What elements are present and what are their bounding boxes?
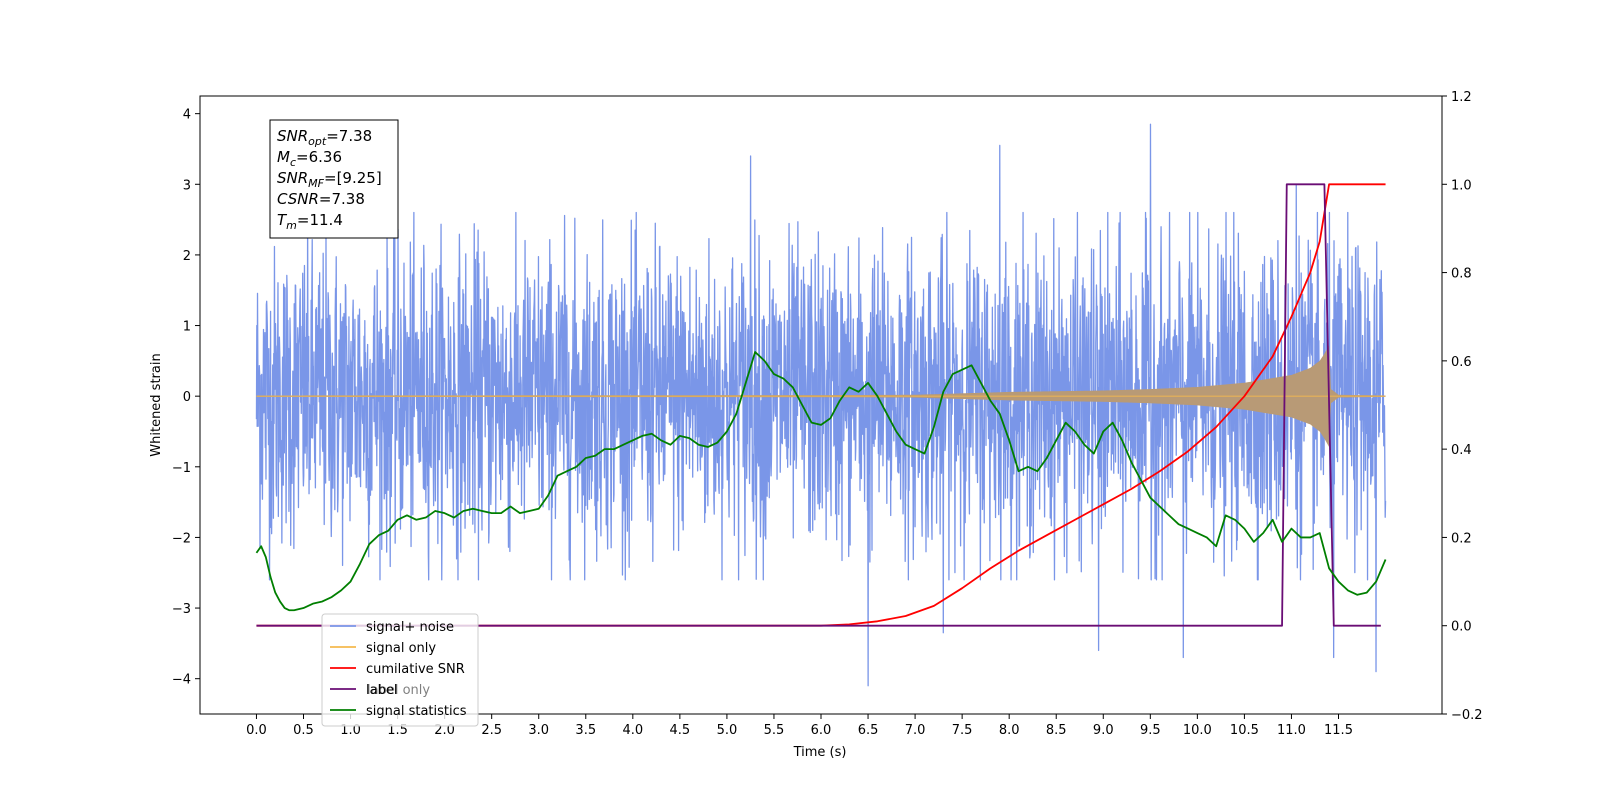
info-line: Mc=6.36 xyxy=(277,148,342,169)
y-left-tick-label: 4 xyxy=(183,108,191,123)
x-tick-label: 4.0 xyxy=(622,723,643,738)
legend-entry-label: label xyxy=(366,683,397,698)
info-line-subscript: MF xyxy=(308,177,324,190)
y-axis-left: −4 −3 −2 −1 0 1 2 3 4 xyxy=(172,108,200,688)
x-tick-label: 2.5 xyxy=(481,723,502,738)
info-line-subscript: c xyxy=(290,156,296,169)
label-line xyxy=(256,183,1381,627)
info-line-symbol: M xyxy=(277,148,290,166)
signal-plus-noise-line xyxy=(255,123,1387,687)
legend-hidden-entry-text: label only xyxy=(367,683,430,698)
y-left-tick-label: −1 xyxy=(172,461,191,476)
x-tick-label: 3.0 xyxy=(528,723,549,738)
x-tick-label: 8.5 xyxy=(1046,723,1067,738)
legend: label only signal+ noise signal only cumila… xyxy=(321,613,479,727)
x-tick-label: 0.0 xyxy=(246,723,267,738)
plot-area xyxy=(255,123,1387,687)
y-axis-label-left: Whitened strain xyxy=(149,353,164,456)
x-tick-label: 9.5 xyxy=(1140,723,1161,738)
x-tick-label: 4.5 xyxy=(670,723,691,738)
signal-only-series xyxy=(256,345,1386,448)
info-line: CSNR=7.38 xyxy=(277,190,365,208)
cumulative-snr-line xyxy=(256,183,1386,627)
y-left-tick-label: 3 xyxy=(183,178,191,193)
x-tick-label: 10.5 xyxy=(1230,723,1259,738)
info-line-value: =11.4 xyxy=(297,211,343,229)
y-left-tick-label: −3 xyxy=(172,602,191,617)
x-tick-label: 11.0 xyxy=(1277,723,1306,738)
legend-entry-label: signal statistics xyxy=(366,704,467,719)
y-right-tick-label: 0.6 xyxy=(1451,355,1472,370)
y-left-tick-label: 1 xyxy=(183,320,191,335)
y-left-tick-label: 2 xyxy=(183,249,191,264)
x-tick-label: 5.5 xyxy=(764,723,785,738)
x-tick-label: 7.0 xyxy=(905,723,926,738)
x-tick-label: 10.0 xyxy=(1183,723,1212,738)
x-tick-label: 5.0 xyxy=(717,723,738,738)
info-line-value: =[9.25] xyxy=(324,169,382,187)
legend-entry-label: cumilative SNR xyxy=(366,662,465,677)
x-tick-label: 1.0 xyxy=(340,723,361,738)
x-tick-label: 8.0 xyxy=(999,723,1020,738)
x-tick-label: 0.5 xyxy=(293,723,314,738)
info-line-value: =7.38 xyxy=(319,190,365,208)
x-tick-label: 6.5 xyxy=(858,723,879,738)
x-tick-label: 9.0 xyxy=(1093,723,1114,738)
x-tick-label: 6.0 xyxy=(811,723,832,738)
info-line: Tm=11.4 xyxy=(277,211,343,232)
line-series xyxy=(255,183,1387,627)
y-right-tick-label: −0.2 xyxy=(1451,708,1483,723)
y-right-tick-label: 0.0 xyxy=(1451,620,1472,635)
signal-plus-noise-series xyxy=(255,123,1387,687)
y-right-tick-label: 0.8 xyxy=(1451,267,1472,282)
info-line-subscript: m xyxy=(286,219,297,232)
x-tick-label: 7.5 xyxy=(952,723,973,738)
x-tick-label: 2.0 xyxy=(434,723,455,738)
info-line-symbol: CSNR xyxy=(277,190,319,208)
info-box-frame xyxy=(269,119,399,239)
info-line-symbol: SNR xyxy=(277,127,308,145)
y-left-tick-label: −2 xyxy=(172,531,191,546)
y-left-tick-label: 0 xyxy=(183,390,191,405)
legend-entry-label: signal only xyxy=(366,641,436,656)
legend-entry-label: signal+ noise xyxy=(366,620,454,635)
y-axis-right: −0.2 0.0 0.2 0.4 0.6 0.8 1.0 1.2 xyxy=(1442,90,1483,723)
x-tick-label: 3.5 xyxy=(575,723,596,738)
info-line-value: =7.38 xyxy=(326,127,372,145)
y-right-tick-label: 1.2 xyxy=(1451,90,1472,105)
x-tick-label: 11.5 xyxy=(1324,723,1353,738)
info-line-symbol: T xyxy=(277,211,288,229)
y-right-tick-label: 0.2 xyxy=(1451,531,1472,546)
signal-statistics-line xyxy=(255,351,1387,612)
info-line-symbol: SNR xyxy=(277,169,308,187)
x-tick-label: 1.5 xyxy=(387,723,408,738)
legend-frame xyxy=(321,613,479,727)
info-line: SNRopt=7.38 xyxy=(277,127,372,148)
y-right-tick-label: 1.0 xyxy=(1451,178,1472,193)
x-axis: 0.0 0.5 1.0 1.5 2.0 2.5 3.0 3.5 4.0 4.5 5.0 5.5 6.0 6… xyxy=(246,714,1353,738)
info-line-value: =6.36 xyxy=(296,148,342,166)
x-axis-label: Time (s) xyxy=(793,745,847,760)
y-left-tick-label: −4 xyxy=(172,673,191,688)
info-box: SNRopt=7.38Mc=6.36SNRMF=[9.25]CSNR=7.38T… xyxy=(269,119,399,239)
y-right-tick-label: 0.4 xyxy=(1451,443,1472,458)
info-line: SNRMF=[9.25] xyxy=(277,169,382,190)
info-line-subscript: opt xyxy=(308,135,327,148)
